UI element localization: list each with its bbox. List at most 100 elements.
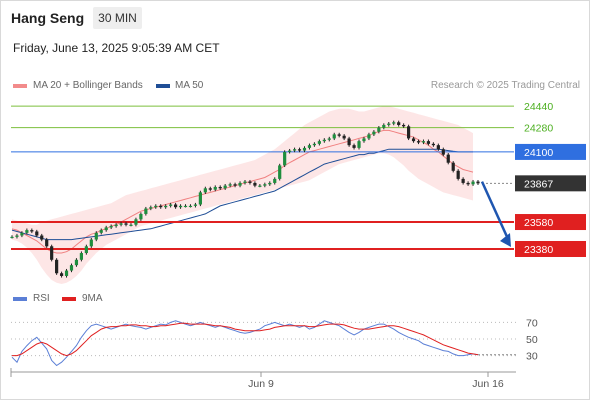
candle-body xyxy=(327,138,331,140)
candle-body xyxy=(322,139,326,142)
candle-body xyxy=(288,150,292,152)
candle-body xyxy=(64,270,69,276)
ma50-legend-swatch xyxy=(156,84,170,88)
candle-body xyxy=(312,143,317,146)
candle-body xyxy=(99,230,103,233)
timeframe-badge[interactable]: 30 MIN xyxy=(93,7,142,29)
candle-body xyxy=(69,265,74,271)
candle-body xyxy=(263,184,267,186)
candle-body xyxy=(134,219,138,225)
candle-body xyxy=(411,138,416,142)
price-levels-layer xyxy=(11,105,514,250)
symbol-title: Hang Seng xyxy=(11,10,85,26)
candle-body xyxy=(35,231,39,236)
candle-body xyxy=(392,122,396,124)
candle-body xyxy=(218,186,222,189)
time-axis-label: Jun 9 xyxy=(248,378,274,390)
ma20-line xyxy=(11,129,474,254)
rsi-tick-30: 30 xyxy=(526,351,538,363)
candle-body xyxy=(466,182,470,185)
source-credit: Research © 2025 Trading Central xyxy=(430,80,580,91)
candle-body xyxy=(154,205,158,208)
rsi-tick-50: 50 xyxy=(526,334,538,346)
candle-body xyxy=(248,181,252,183)
candle-body xyxy=(302,147,307,151)
candle-body xyxy=(292,149,297,151)
time-axis-label: Jun 16 xyxy=(472,378,504,390)
candle-body xyxy=(104,227,108,231)
candle-body xyxy=(228,184,232,186)
candle-body xyxy=(20,232,24,236)
candle-body xyxy=(416,141,421,143)
ma9-legend-swatch xyxy=(62,297,76,301)
candle-body xyxy=(307,145,312,148)
rsi-layer: 70 50 30 xyxy=(11,317,538,367)
candle-body xyxy=(332,134,336,139)
candle-body xyxy=(451,162,455,171)
candle-body xyxy=(188,205,193,208)
time-axis-layer: Jun 9 Jun 16 xyxy=(10,368,516,390)
candle-body xyxy=(129,224,133,226)
candle-body xyxy=(74,259,79,266)
candle-body xyxy=(45,239,49,247)
candle-body xyxy=(382,124,386,128)
candle-body xyxy=(173,204,178,208)
ma9-legend-label: 9MA xyxy=(82,293,103,304)
candle-body xyxy=(367,134,371,139)
candle-body xyxy=(421,141,426,143)
rsi-tick-70: 70 xyxy=(526,317,538,329)
candle-body xyxy=(25,230,29,233)
candle-body xyxy=(159,205,163,208)
candle-body xyxy=(283,151,287,166)
level-label-23867: 23867 xyxy=(524,178,553,190)
candle-body xyxy=(278,165,282,179)
ma20-legend-swatch xyxy=(13,84,27,88)
candle-body xyxy=(119,223,123,225)
candle-body xyxy=(178,205,183,208)
ma50-legend-label: MA 50 xyxy=(175,80,204,91)
candle-body xyxy=(213,186,217,190)
candle-body xyxy=(10,236,14,239)
projection-arrow-head xyxy=(500,232,511,247)
ma50-line xyxy=(11,148,473,241)
bollinger-band-layer xyxy=(12,106,473,284)
candle-body xyxy=(94,232,98,240)
candle-body xyxy=(124,223,128,225)
candle-body xyxy=(273,178,277,183)
candle-body xyxy=(149,207,153,209)
candle-body xyxy=(59,273,64,276)
candle-body xyxy=(193,204,198,206)
level-tag-24100 xyxy=(515,143,586,160)
rsi-legend-swatch xyxy=(13,297,27,301)
candle-body xyxy=(426,141,431,144)
candle-body xyxy=(253,182,257,186)
ma20-legend-label: MA 20 + Bollinger Bands xyxy=(33,80,143,91)
projection-arrow-shaft xyxy=(480,181,510,240)
datetime-label: Friday, June 13, 2025 9:05:39 AM CET xyxy=(13,41,220,55)
candle-body xyxy=(377,127,381,132)
candle-body xyxy=(243,181,247,183)
candle-body xyxy=(387,123,391,125)
candle-body xyxy=(317,141,321,144)
level-label-23580: 23580 xyxy=(524,217,553,229)
candle-body xyxy=(84,246,88,254)
candle-body xyxy=(372,131,376,135)
candle-body xyxy=(183,205,188,208)
candle-body xyxy=(223,185,227,189)
level-label-23380: 23380 xyxy=(524,244,553,256)
header: Hang Seng 30 MIN xyxy=(0,0,590,36)
level-label-24280: 24280 xyxy=(524,123,553,135)
candle-body xyxy=(144,208,148,214)
candle-body xyxy=(109,226,113,228)
candle-body xyxy=(436,145,440,150)
candle-body xyxy=(268,182,272,185)
candle-body xyxy=(139,213,143,220)
candle-body xyxy=(342,135,346,139)
candle-body xyxy=(362,138,366,142)
rsi-legend-label: RSI xyxy=(33,293,50,304)
candles-layer xyxy=(10,120,480,278)
candle-body xyxy=(40,235,44,240)
price-labels-layer: 24440 24280 24100 23867 23580 23380 xyxy=(480,101,586,257)
rsi-line xyxy=(11,320,479,367)
